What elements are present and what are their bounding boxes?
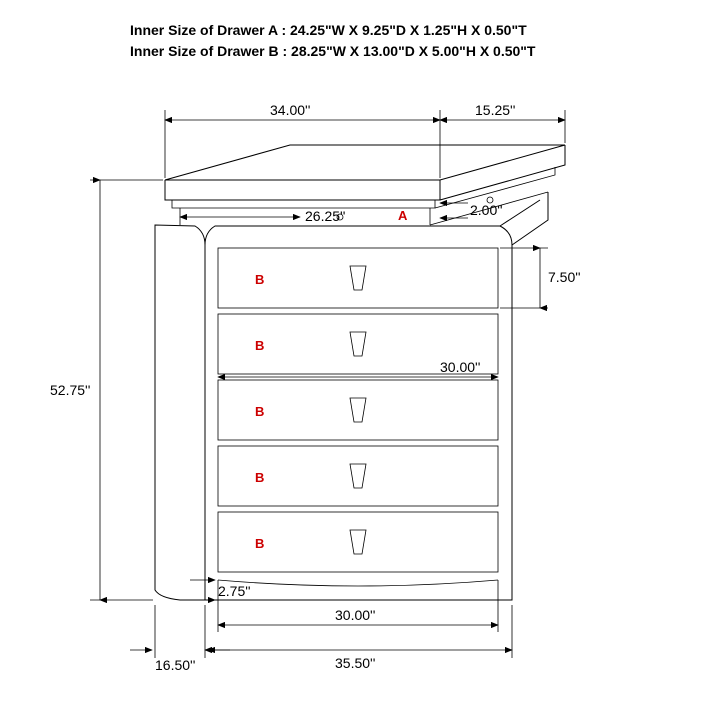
dim-top-depth: 15.25'' <box>475 102 515 118</box>
dim-top-width: 34.00'' <box>270 102 310 118</box>
label-a: A <box>398 208 408 223</box>
label-b-3: B <box>255 404 264 419</box>
dim-gap-height: 2.00'' <box>470 202 503 218</box>
dim-drawer-height: 7.50'' <box>548 269 581 285</box>
diagram-svg: 34.00'' 15.25'' 26.25'' 2.00'' 52.75'' 7… <box>0 0 720 720</box>
top-slab <box>165 145 565 208</box>
label-b-1: B <box>255 272 264 287</box>
label-b-4: B <box>255 470 264 485</box>
dim-bottom-depth: 16.50'' <box>155 657 195 673</box>
dim-drawer-width: 30.00'' <box>440 359 480 375</box>
dim-foot-height: 2.75'' <box>218 583 251 599</box>
drawer-a-spec: Inner Size of Drawer A : 24.25"W X 9.25"… <box>130 20 536 41</box>
label-b-2: B <box>255 338 264 353</box>
drawer-b-spec: Inner Size of Drawer B : 28.25"W X 13.00… <box>130 41 536 62</box>
dim-gap-width: 26.25'' <box>305 208 345 224</box>
label-b-5: B <box>255 536 264 551</box>
dim-bottom-inner: 30.00'' <box>335 607 375 623</box>
dim-height: 52.75'' <box>50 382 90 398</box>
dim-bottom-total: 35.50'' <box>335 655 375 671</box>
header-block: Inner Size of Drawer A : 24.25"W X 9.25"… <box>130 20 536 62</box>
